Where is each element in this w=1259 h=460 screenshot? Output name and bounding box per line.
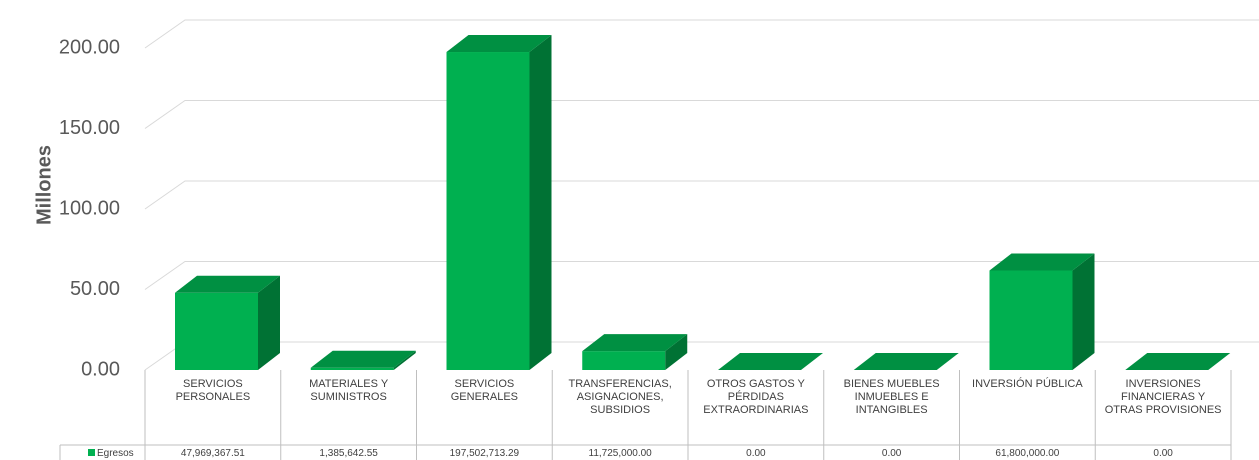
y-tick-label: 50.00 <box>70 278 120 300</box>
bar-front <box>310 367 394 370</box>
x-tick-label: INVERSIÓN PÚBLICA <box>972 378 1083 390</box>
bar-front <box>446 52 530 370</box>
bar-side <box>529 35 552 370</box>
x-tick-label: INVERSIONES FINANCIERAS Y OTRAS PROVISIO… <box>1104 378 1222 416</box>
data-table-cell: 11,725,000.00 <box>588 448 652 459</box>
x-tick-label: TRANSFERENCIAS, ASIGNACIONES, SUBSIDIOS <box>568 378 672 416</box>
bar-front <box>582 351 666 370</box>
x-tick-label: MATERIALES Y SUMINISTROS <box>309 378 389 403</box>
data-table-cell: 1,385,642.55 <box>319 448 378 459</box>
data-table-cell: 0.00 <box>1153 448 1173 459</box>
x-tick-label: BIENES MUEBLES INMUEBLES E INTANGIBLES <box>843 378 940 416</box>
x-tick-label: SERVICIOS GENERALES <box>450 378 518 403</box>
x-tick-label: SERVICIOS PERSONALES <box>175 378 251 403</box>
bar-top <box>718 353 823 370</box>
bar-top <box>446 35 552 53</box>
y-axis-label: Millones <box>33 145 55 225</box>
y-tick-label: 0.00 <box>81 358 120 380</box>
bar-top <box>175 275 280 293</box>
data-table-cell: 47,969,367.51 <box>180 448 245 459</box>
bar-front <box>989 270 1073 370</box>
grid-line <box>144 261 1259 290</box>
legend-entry: Egresos <box>62 447 144 460</box>
bar-side <box>665 334 688 370</box>
y-tick-label: 150.00 <box>59 117 120 139</box>
bar-side <box>393 350 416 370</box>
data-table-cell: 61,800,000.00 <box>995 448 1060 459</box>
legend-label: Egresos <box>97 448 134 459</box>
bar-side <box>1072 253 1095 370</box>
grid-line <box>144 100 1259 129</box>
bar-top <box>989 253 1095 271</box>
bar-top <box>1125 353 1231 370</box>
data-table-cell: 197,502,713.29 <box>449 448 520 459</box>
y-tick-label: 200.00 <box>59 36 120 58</box>
x-tick-label: OTROS GASTOS Y PÉRDIDAS EXTRAORDINARIAS <box>703 378 809 416</box>
bar-top <box>582 334 688 352</box>
bar-top <box>310 350 416 368</box>
y-tick-label: 100.00 <box>59 197 120 219</box>
grid-line <box>144 19 1259 49</box>
bar-front <box>175 292 258 370</box>
bar-top <box>853 353 959 370</box>
data-table-cell: 0.00 <box>881 448 902 459</box>
bar-side <box>258 275 280 370</box>
grid-line <box>144 180 1259 210</box>
data-table-cell: 0.00 <box>746 448 766 459</box>
legend-swatch <box>88 449 95 456</box>
